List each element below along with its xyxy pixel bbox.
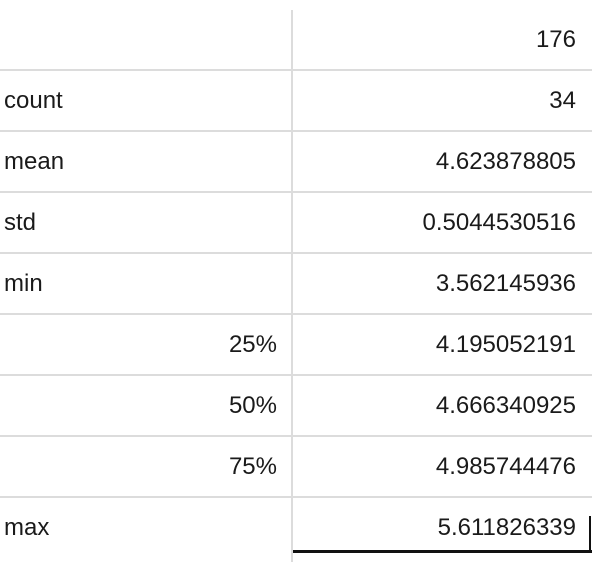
header-value-cell[interactable]: 176 — [535, 26, 576, 53]
table-row-min: min 3.562145936 — [0, 254, 592, 315]
table-row-count: count 34 — [0, 71, 592, 132]
row-value-min[interactable]: 3.562145936 — [435, 270, 576, 297]
row-value-50pct[interactable]: 4.666340925 — [435, 392, 576, 419]
row-value-count[interactable]: 34 — [549, 87, 576, 114]
row-value-std[interactable]: 0.5044530516 — [422, 209, 577, 236]
row-label-max[interactable]: max — [4, 514, 50, 541]
row-label-25pct[interactable]: 25% — [228, 331, 277, 358]
row-label-std[interactable]: std — [4, 209, 37, 236]
row-label-mean[interactable]: mean — [4, 148, 65, 175]
row-label-75pct[interactable]: 75% — [228, 453, 277, 480]
table-row-75pct: 75% 4.985744476 — [0, 437, 592, 498]
header-row: 176 — [0, 10, 592, 71]
row-value-75pct[interactable]: 4.985744476 — [435, 453, 576, 480]
header-label-cell[interactable] — [0, 10, 291, 69]
table-row-25pct: 25% 4.195052191 — [0, 315, 592, 376]
row-label-min[interactable]: min — [4, 270, 43, 297]
cell-selection-border-right — [589, 516, 591, 553]
table-row-max: max 5.611826339 — [0, 498, 592, 559]
row-value-25pct[interactable]: 4.195052191 — [435, 331, 576, 358]
row-label-50pct[interactable]: 50% — [228, 392, 277, 419]
table-row-mean: mean 4.623878805 — [0, 132, 592, 193]
column-divider — [291, 10, 293, 562]
cell-selection-border-bottom — [293, 550, 592, 553]
row-value-max[interactable]: 5.611826339 — [437, 514, 576, 541]
table-row-50pct: 50% 4.666340925 — [0, 376, 592, 437]
row-label-count[interactable]: count — [4, 87, 63, 114]
stats-table: 176 count 34 mean 4.623878805 std 0.5044… — [0, 10, 592, 562]
row-value-mean[interactable]: 4.623878805 — [435, 148, 576, 175]
table-row-std: std 0.5044530516 — [0, 193, 592, 254]
